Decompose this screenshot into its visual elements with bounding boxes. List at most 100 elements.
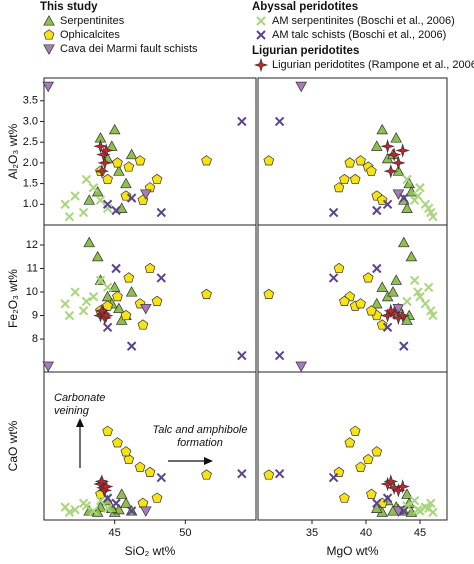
point [355, 155, 366, 166]
x-axis-title: SiO₂ wt% [125, 544, 176, 558]
point [156, 273, 167, 283]
point [382, 199, 393, 210]
point [115, 488, 128, 499]
point [405, 506, 418, 517]
point [88, 506, 99, 516]
legend-heading: Ligurian peridotites [252, 45, 359, 57]
point [120, 309, 132, 321]
point [126, 193, 137, 203]
point [371, 140, 383, 151]
legend-marker [43, 29, 55, 40]
point [380, 139, 395, 154]
point [64, 507, 75, 517]
point [144, 262, 156, 274]
point [428, 310, 438, 321]
point [263, 155, 275, 166]
point [386, 147, 402, 162]
point [64, 212, 75, 222]
point [426, 498, 436, 508]
point [88, 292, 99, 302]
legend-marker [253, 57, 269, 73]
point [383, 303, 398, 318]
point [390, 274, 402, 285]
legend-label: Ligurian peridotites (Rampone et al., 20… [272, 59, 474, 71]
point [383, 164, 398, 179]
point [91, 250, 104, 262]
point [237, 116, 247, 127]
point [83, 236, 95, 248]
point [60, 199, 70, 210]
point [401, 488, 413, 499]
point [102, 425, 113, 436]
point [151, 173, 163, 185]
y-tick-label: 2.0 [23, 157, 38, 169]
point [126, 341, 137, 351]
point [372, 498, 382, 508]
point [123, 453, 135, 465]
point [70, 287, 80, 297]
point [344, 157, 356, 168]
point [123, 272, 135, 283]
point [151, 295, 163, 306]
point [372, 263, 382, 274]
point [349, 173, 361, 185]
point [95, 195, 106, 205]
point [108, 281, 121, 292]
point [405, 250, 418, 262]
point [362, 453, 374, 465]
point [366, 305, 377, 316]
point [125, 148, 138, 160]
panel-frame [43, 224, 257, 373]
point [399, 506, 409, 516]
point [376, 281, 388, 292]
point [423, 282, 434, 293]
point [382, 493, 393, 503]
point [113, 165, 125, 176]
point [112, 291, 123, 302]
point [376, 319, 388, 330]
point [70, 504, 80, 515]
point [125, 286, 138, 297]
point [366, 165, 377, 176]
point [70, 191, 80, 201]
point [102, 503, 113, 514]
point [134, 461, 146, 472]
point [78, 306, 89, 316]
point [355, 298, 366, 309]
point [402, 501, 412, 511]
point [428, 212, 438, 222]
point [201, 469, 212, 480]
point [95, 275, 106, 285]
point [392, 303, 405, 315]
point [372, 205, 382, 216]
legend-heading: Abyssal peridotites [252, 1, 358, 13]
x-tick-label: 50 [179, 527, 191, 539]
point [140, 506, 152, 517]
x-axis-title: MgO wt% [326, 544, 378, 558]
point [328, 207, 339, 218]
point [156, 207, 167, 218]
arrowhead [76, 418, 84, 427]
point [382, 322, 393, 333]
point [111, 498, 121, 508]
point [99, 479, 114, 494]
annotation: Talc and amphibole [153, 424, 248, 436]
panel-frame [257, 371, 448, 521]
annotation: Carbonate [54, 392, 105, 404]
point [423, 503, 434, 514]
point [376, 123, 388, 135]
point [156, 472, 167, 483]
point [102, 173, 113, 185]
point [349, 425, 361, 436]
y-tick-label: 10 [26, 286, 38, 298]
legend-label: AM serpentinites (Boschi et al., 2006) [272, 15, 455, 27]
point [88, 183, 99, 193]
point [237, 350, 247, 361]
point [151, 492, 163, 503]
point [64, 310, 75, 321]
point [42, 361, 54, 373]
point [399, 193, 409, 203]
legend-marker [256, 30, 266, 40]
point [81, 501, 92, 511]
